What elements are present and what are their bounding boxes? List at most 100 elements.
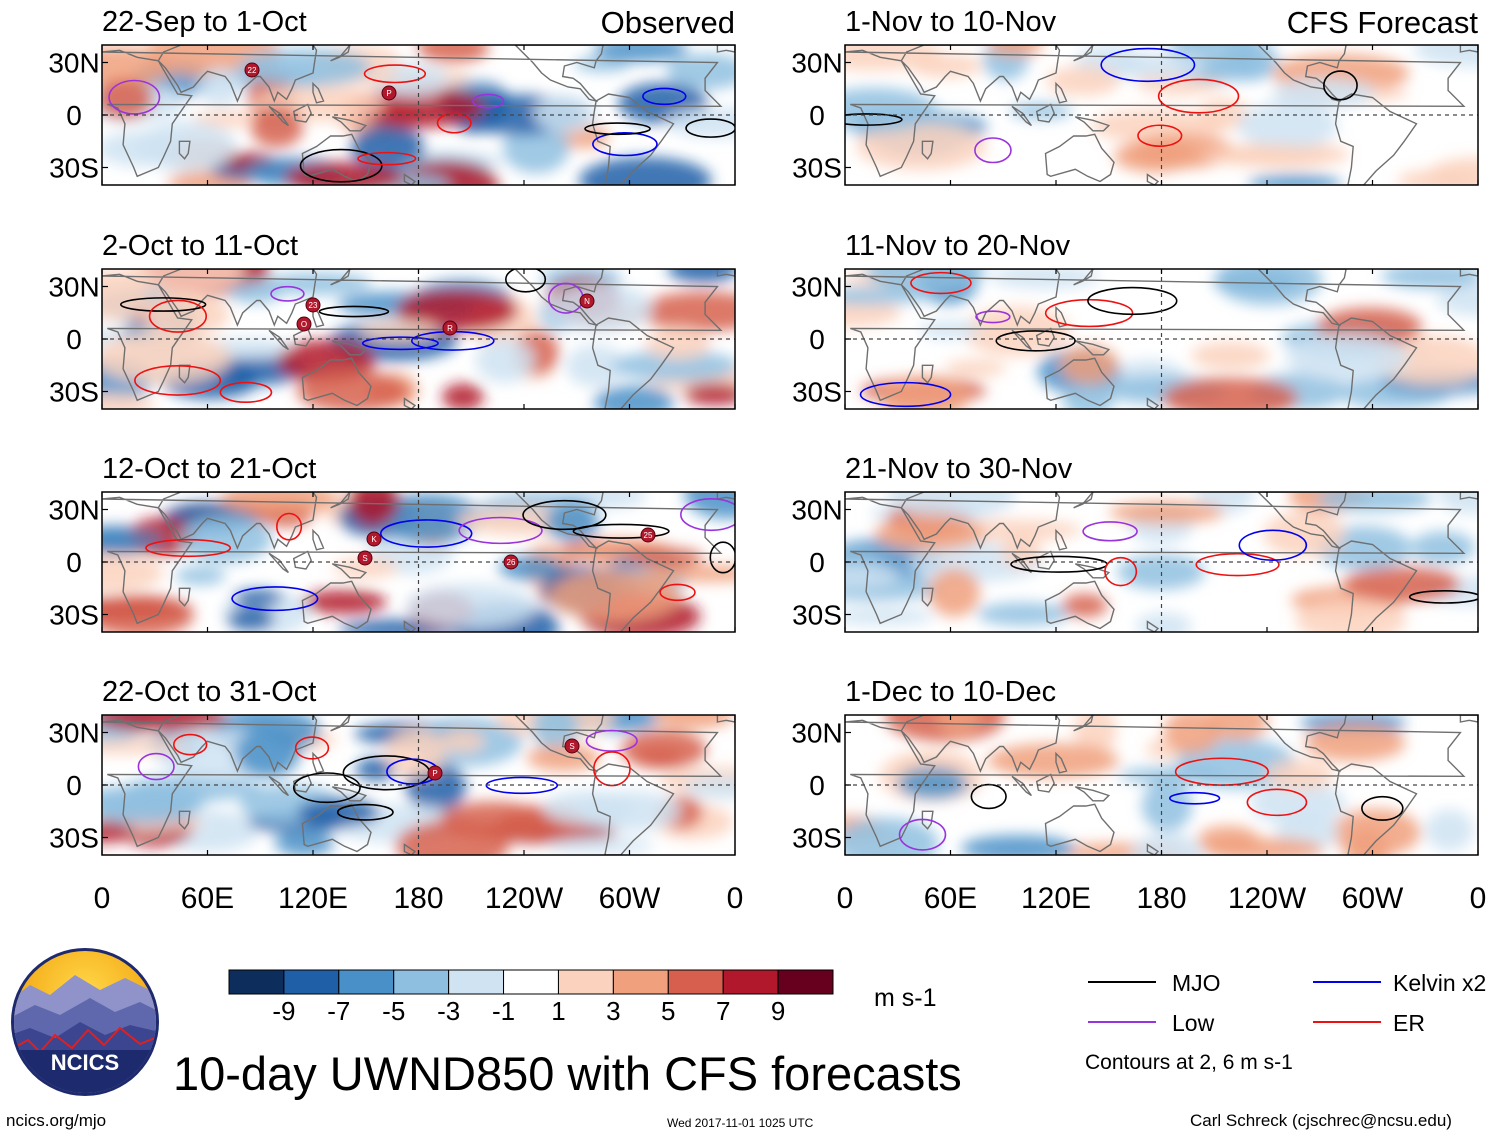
x-tick-label: 0 xyxy=(1470,882,1487,915)
colorbar-swatch xyxy=(777,969,834,995)
panel-period-title: 11-Nov to 20-Nov xyxy=(845,230,1071,262)
y-tick-label: 30N xyxy=(48,495,99,526)
y-tick-label: 30N xyxy=(48,272,99,303)
column-header: Observed xyxy=(601,5,735,40)
contour-line xyxy=(1408,589,1478,604)
panel-forecast-1: 1-Nov to 10-Nov CFS Forecast 30N 0 30S xyxy=(791,5,1479,186)
x-tick-label: 180 xyxy=(1136,882,1186,915)
y-tick-label: 30N xyxy=(791,718,842,749)
contour-line xyxy=(134,364,222,396)
storm-marker: S xyxy=(564,738,580,754)
contour-line xyxy=(1104,556,1138,587)
contour-line xyxy=(845,113,903,126)
storm-marker-label: 25 xyxy=(644,531,653,540)
y-tick-label: 30S xyxy=(49,823,99,854)
colorbar-swatch xyxy=(503,969,559,995)
storm-marker-label: 23 xyxy=(309,301,318,310)
contour-line xyxy=(458,516,543,545)
contour-line xyxy=(642,87,687,106)
y-tick-label: 0 xyxy=(809,100,825,131)
colorbar-tick-label: 5 xyxy=(661,996,675,1026)
contour-line xyxy=(231,586,319,612)
contour-line xyxy=(219,381,273,404)
x-tick-label: 60E xyxy=(181,882,234,915)
contour-line xyxy=(685,118,735,138)
colorbar: -9 -7 -5 -3 -1 1 3 5 7 9 xyxy=(228,969,834,1026)
panel-period-title: 21-Nov to 30-Nov xyxy=(845,453,1073,485)
y-tick-label: 30N xyxy=(791,495,842,526)
storm-marker-label: 22 xyxy=(248,66,257,75)
contour-line xyxy=(910,271,972,295)
contour-line xyxy=(108,79,161,115)
storm-marker-label: K xyxy=(371,535,377,544)
uwnd-anomaly-field xyxy=(845,492,1478,632)
contour-line xyxy=(974,137,1012,164)
coastlines xyxy=(845,492,1478,632)
storm-marker: S xyxy=(357,550,373,566)
ncics-logo: NCICS xyxy=(11,948,159,1096)
column-header: CFS Forecast xyxy=(1287,5,1479,40)
panel-period-title: 2-Oct to 11-Oct xyxy=(102,230,298,262)
contour-line xyxy=(572,523,670,539)
storm-marker-label: P xyxy=(432,769,437,778)
colorbar-swatch xyxy=(228,969,285,995)
colorbar-tick-label: -5 xyxy=(382,996,405,1026)
contour-line xyxy=(357,151,417,166)
x-tick-label: 0 xyxy=(837,882,854,915)
y-tick-label: 0 xyxy=(809,770,825,801)
y-tick-label: 0 xyxy=(66,547,82,578)
y-tick-label: 0 xyxy=(809,547,825,578)
contour-line xyxy=(970,783,1007,810)
contour-line xyxy=(1100,47,1196,83)
coastlines xyxy=(845,715,1478,855)
y-tick-label: 30N xyxy=(48,48,99,79)
contour-line xyxy=(1238,529,1308,561)
legend-label-er: ER xyxy=(1393,1010,1425,1036)
storm-marker: O xyxy=(296,316,312,332)
contour-line xyxy=(505,269,547,293)
y-tick-label: 30N xyxy=(791,272,842,303)
x-tick-label: 180 xyxy=(393,882,443,915)
legend-label-kelvin: Kelvin x2 xyxy=(1393,970,1486,996)
contour-line xyxy=(145,538,232,558)
panel-period-title: 1-Dec to 10-Dec xyxy=(845,676,1056,708)
coastlines xyxy=(102,45,735,185)
contour-line xyxy=(1323,70,1358,101)
contour-line xyxy=(336,803,394,821)
colorbar-tick-label: -9 xyxy=(272,996,295,1026)
y-tick-label: 0 xyxy=(66,100,82,131)
x-tick-label: 0 xyxy=(727,882,744,915)
contour-line xyxy=(592,132,658,157)
y-tick-label: 30N xyxy=(791,48,842,79)
legend-note: Contours at 2, 6 m s-1 xyxy=(1085,1051,1293,1074)
contour-line xyxy=(1157,78,1240,114)
storm-marker: P xyxy=(427,765,443,781)
storm-marker: 22 xyxy=(244,62,260,78)
storm-marker-label: O xyxy=(301,320,307,329)
coastlines xyxy=(845,45,1478,185)
contour-line xyxy=(975,310,1011,324)
x-tick-label: 120E xyxy=(278,882,348,915)
footer-url[interactable]: ncics.org/mjo xyxy=(6,1111,107,1130)
y-tick-label: 30S xyxy=(49,600,99,631)
footer-timestamp: Wed 2017-11-01 1025 UTC xyxy=(667,1116,814,1130)
y-tick-label: 30S xyxy=(49,153,99,184)
panel-period-title: 22-Oct to 31-Oct xyxy=(102,676,316,708)
panel-period-title: 12-Oct to 21-Oct xyxy=(102,453,316,485)
contour-line xyxy=(584,122,651,136)
y-tick-label: 0 xyxy=(66,770,82,801)
contour-line xyxy=(148,299,208,333)
storm-marker: R xyxy=(442,320,458,336)
contour-line xyxy=(318,305,390,318)
contour-line xyxy=(1246,788,1308,817)
legend: MJO Kelvin x2 Low ER Contours at 2, 6 m … xyxy=(1085,970,1486,1074)
y-tick-label: 30S xyxy=(792,153,842,184)
contour-line xyxy=(292,772,361,804)
storm-marker-label: N xyxy=(584,297,590,306)
x-tick-label: 120W xyxy=(1228,882,1307,915)
contour-line xyxy=(659,583,696,602)
panel-period-title: 22-Sep to 1-Oct xyxy=(102,6,307,38)
contour-line xyxy=(680,498,735,532)
